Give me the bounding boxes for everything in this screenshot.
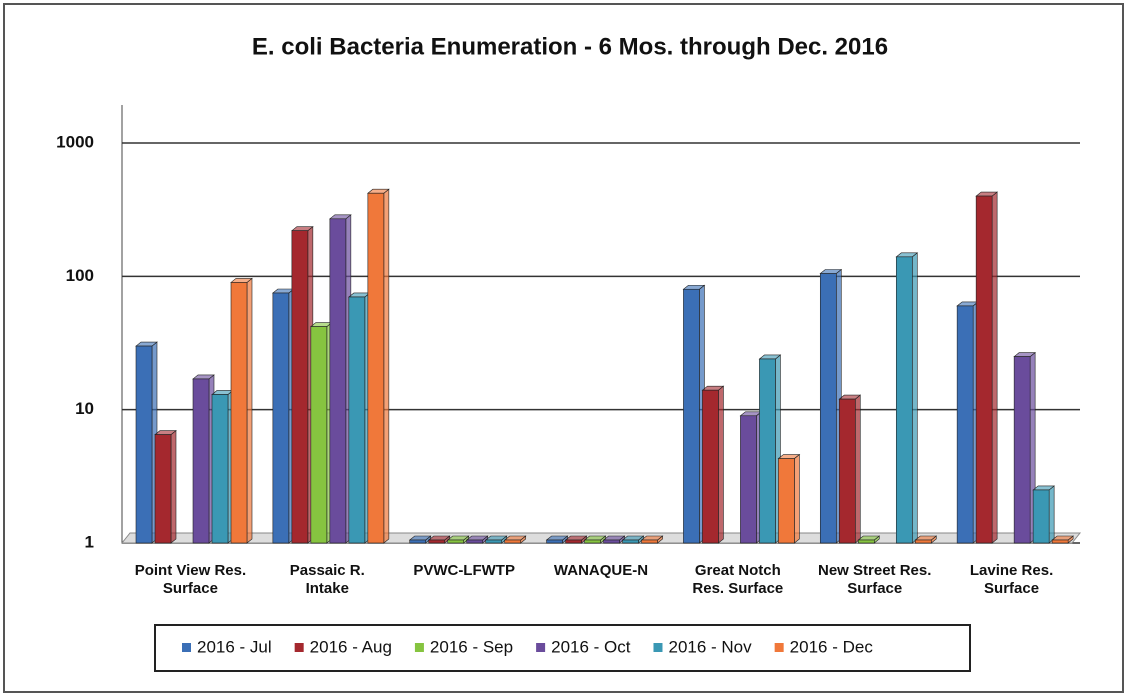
bar bbox=[895, 256, 913, 544]
legend-label: 2016 - Aug bbox=[310, 637, 392, 656]
bar bbox=[291, 230, 309, 544]
bar bbox=[622, 539, 639, 544]
bar bbox=[759, 358, 776, 544]
legend-label: 2016 - Jul bbox=[197, 637, 272, 656]
x-tick-label: Point View Res. Surface bbox=[134, 562, 247, 597]
bar bbox=[428, 539, 446, 544]
bar bbox=[584, 539, 601, 544]
bar-side bbox=[911, 252, 918, 544]
chart-title: E. coli Bacteria Enumeration - 6 Mos. th… bbox=[252, 33, 888, 60]
bar bbox=[230, 282, 248, 544]
frame bbox=[3, 3, 1124, 693]
bar bbox=[192, 378, 210, 544]
legend-label: 2016 - Dec bbox=[790, 637, 874, 656]
x-tick-label: WANAQUE-N bbox=[553, 562, 649, 579]
bar bbox=[565, 539, 582, 544]
bar-side bbox=[854, 394, 861, 544]
legend-swatch bbox=[182, 643, 191, 652]
y-tick-label: 10 bbox=[75, 399, 94, 418]
bar bbox=[154, 434, 172, 544]
bar bbox=[914, 539, 932, 544]
legend-label: 2016 - Oct bbox=[551, 637, 631, 656]
bar bbox=[211, 394, 229, 544]
bar bbox=[409, 539, 427, 544]
bar bbox=[702, 389, 719, 544]
legend-swatch bbox=[414, 643, 424, 652]
bar bbox=[641, 539, 658, 544]
bar bbox=[740, 415, 757, 544]
bar bbox=[1013, 356, 1031, 544]
x-tick-label: Great Notch Res. Surface bbox=[692, 562, 784, 597]
bar bbox=[778, 458, 795, 544]
bar bbox=[329, 218, 347, 544]
bar bbox=[1051, 539, 1069, 544]
bar bbox=[348, 296, 366, 544]
bar bbox=[956, 305, 974, 544]
y-tick-label: 1000 bbox=[56, 132, 94, 151]
bar-side bbox=[246, 277, 253, 544]
bar-side bbox=[991, 191, 998, 544]
x-tick-label: Passaic R. Intake bbox=[289, 562, 365, 597]
bar-side bbox=[718, 385, 724, 544]
bar bbox=[857, 539, 875, 544]
bar bbox=[546, 539, 563, 544]
bar bbox=[504, 539, 522, 544]
legend-box bbox=[154, 624, 971, 672]
bar bbox=[838, 398, 856, 544]
bar bbox=[603, 539, 620, 544]
bar-side bbox=[383, 188, 390, 544]
legend-swatch bbox=[653, 643, 663, 652]
bar bbox=[310, 326, 328, 544]
bar bbox=[683, 288, 700, 544]
x-tick-label: PVWC-LFWTP bbox=[413, 562, 515, 579]
bar bbox=[819, 273, 837, 544]
bar bbox=[272, 292, 290, 544]
legend-swatch bbox=[774, 643, 784, 652]
bar bbox=[975, 195, 993, 544]
bar bbox=[367, 192, 385, 544]
y-tick-label: 100 bbox=[66, 266, 94, 285]
legend-swatch bbox=[536, 643, 546, 652]
x-tick-label: Lavine Res. Surface bbox=[969, 562, 1054, 597]
bar bbox=[135, 345, 153, 544]
bar bbox=[466, 539, 484, 544]
bar bbox=[447, 539, 465, 544]
legend-swatch bbox=[294, 643, 304, 652]
bar bbox=[485, 539, 503, 544]
bar-side bbox=[170, 429, 177, 544]
bar-side bbox=[1048, 485, 1055, 544]
legend-label: 2016 - Nov bbox=[668, 637, 752, 656]
bar-side bbox=[794, 453, 800, 544]
bar bbox=[1032, 489, 1050, 544]
legend-label: 2016 - Sep bbox=[430, 637, 513, 656]
y-tick-label: 1 bbox=[85, 532, 94, 551]
x-tick-label: New Street Res. Surface bbox=[818, 562, 932, 597]
